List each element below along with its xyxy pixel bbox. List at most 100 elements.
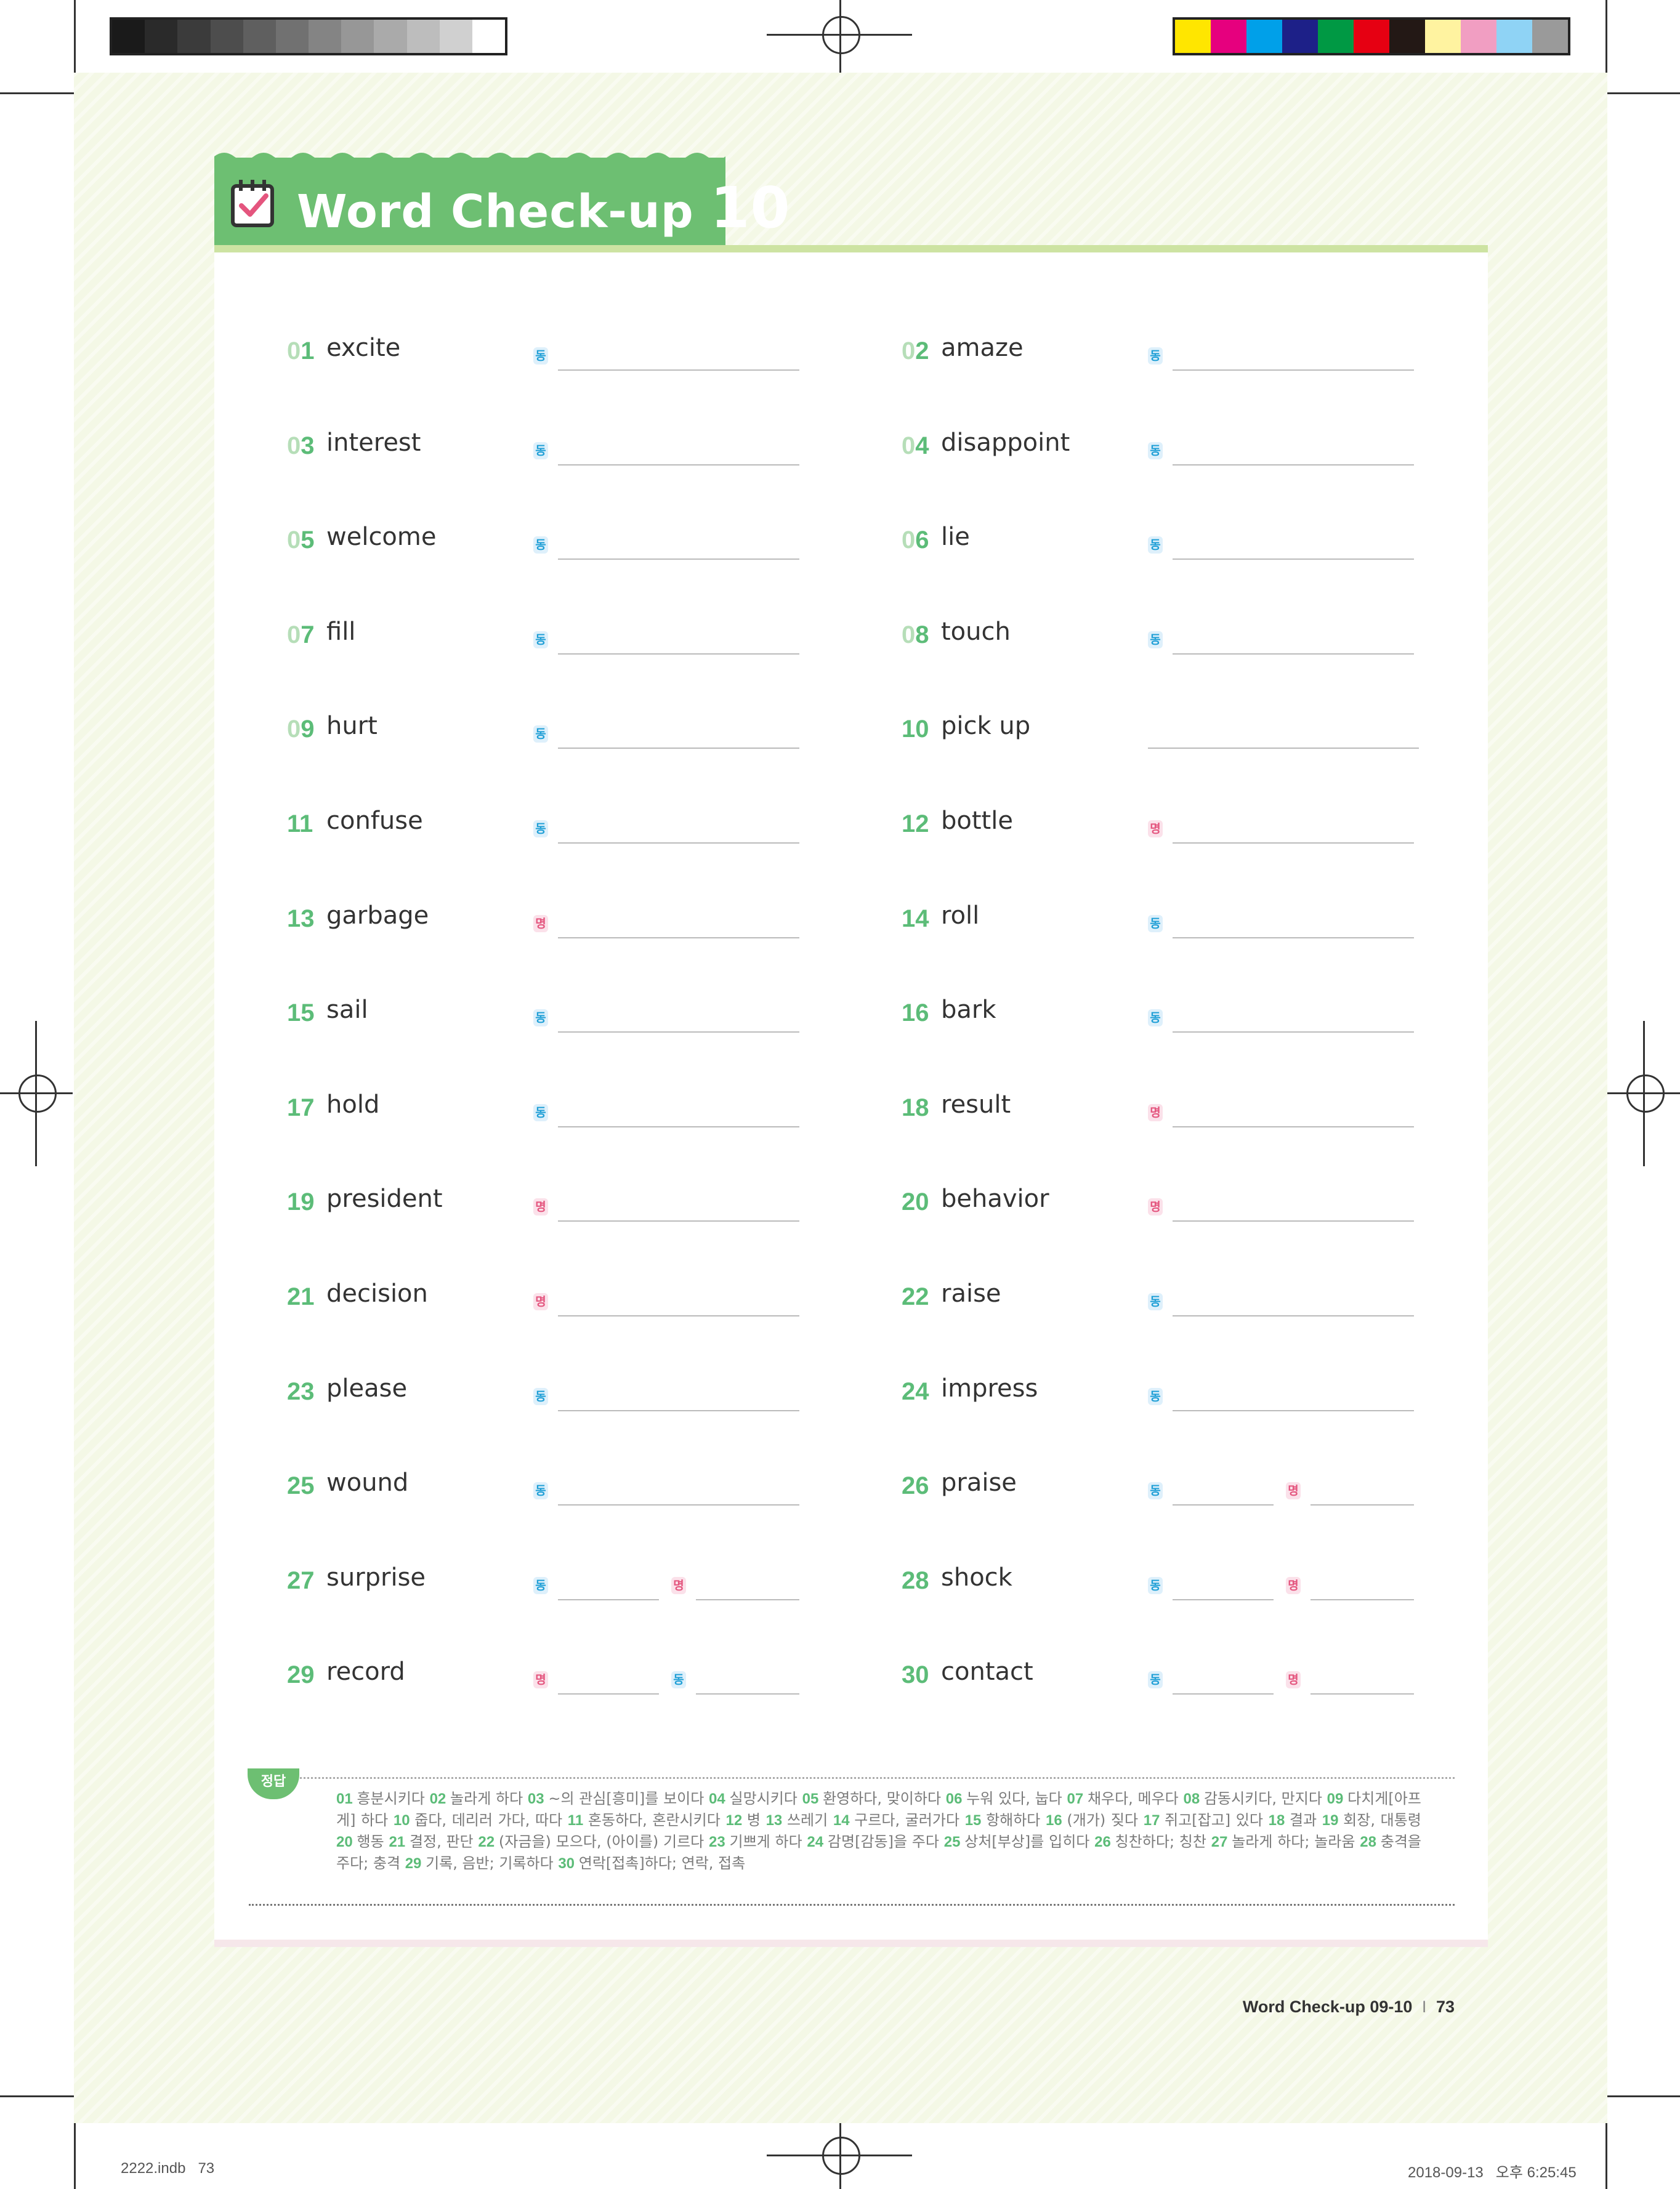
entry-word: wound bbox=[326, 1469, 409, 1497]
entry-word: amaze bbox=[941, 334, 1024, 362]
answer-item: 16 (개가) 짖다 bbox=[1046, 1812, 1139, 1829]
word-entry: 22 raise 동 bbox=[902, 1280, 1456, 1320]
answer-blank[interactable] bbox=[1173, 1031, 1414, 1033]
answer-item: 19 회장, 대통령 bbox=[1322, 1812, 1421, 1829]
answer-blank[interactable] bbox=[1148, 748, 1419, 749]
verb-badge: 동 bbox=[533, 347, 548, 365]
noun-badge: 명 bbox=[1286, 1577, 1301, 1594]
crop-mark bbox=[0, 92, 74, 94]
entry-number: 16 bbox=[902, 999, 929, 1026]
verb-badge: 동 bbox=[1148, 1009, 1163, 1026]
answer-blank[interactable] bbox=[1173, 369, 1414, 371]
entry-number: 19 bbox=[287, 1188, 315, 1215]
word-entry: 07 fill 동 bbox=[287, 618, 841, 658]
crop-mark bbox=[1607, 92, 1680, 94]
answer-blank[interactable] bbox=[1173, 1220, 1414, 1222]
entry-word: impress bbox=[941, 1374, 1038, 1403]
entry-word: disappoint bbox=[941, 429, 1070, 457]
answer-blank[interactable] bbox=[1173, 1410, 1414, 1411]
entry-number: 05 bbox=[287, 526, 315, 554]
answer-blank[interactable] bbox=[558, 1315, 799, 1316]
word-entry: 25 wound 동 bbox=[287, 1469, 841, 1509]
noun-badge: 명 bbox=[533, 915, 548, 932]
answer-blank[interactable] bbox=[558, 369, 799, 371]
answer-blank[interactable] bbox=[1310, 1599, 1414, 1600]
verb-badge: 동 bbox=[1148, 442, 1163, 459]
answer-blank[interactable] bbox=[1310, 1693, 1414, 1695]
entry-number: 15 bbox=[287, 999, 315, 1026]
answer-blank[interactable] bbox=[558, 937, 799, 938]
entry-number: 08 bbox=[902, 621, 929, 648]
entry-word: excite bbox=[326, 334, 401, 362]
verb-badge: 동 bbox=[533, 725, 548, 743]
entry-word: contact bbox=[941, 1658, 1033, 1686]
answer-blank[interactable] bbox=[558, 558, 799, 560]
answer-blank[interactable] bbox=[1173, 937, 1414, 938]
answer-blank[interactable] bbox=[1173, 842, 1414, 844]
word-entry: 04 disappoint 동 bbox=[902, 429, 1456, 469]
answer-blank[interactable] bbox=[1173, 1126, 1414, 1127]
answer-item: 17 쥐고[잡고] 있다 bbox=[1143, 1812, 1263, 1829]
verb-badge: 동 bbox=[1148, 1482, 1163, 1499]
answer-blank[interactable] bbox=[558, 1126, 799, 1127]
verb-badge: 동 bbox=[533, 442, 548, 459]
verb-badge: 동 bbox=[533, 820, 548, 837]
answer-blank[interactable] bbox=[696, 1599, 799, 1600]
word-entry: 18 result 명 bbox=[902, 1090, 1456, 1131]
exercise-card bbox=[214, 252, 1488, 1940]
noun-badge: 명 bbox=[1148, 1104, 1163, 1121]
answer-blank[interactable] bbox=[1173, 1599, 1274, 1600]
entry-word: touch bbox=[941, 618, 1011, 646]
answer-blank[interactable] bbox=[558, 1693, 659, 1695]
answer-blank[interactable] bbox=[696, 1693, 799, 1695]
answer-blank[interactable] bbox=[1173, 1693, 1274, 1695]
answer-blank[interactable] bbox=[1173, 464, 1414, 466]
answer-blank[interactable] bbox=[558, 1220, 799, 1222]
answer-blank[interactable] bbox=[558, 1599, 659, 1600]
answer-item: 03 ~의 관심[흥미]를 보이다 bbox=[527, 1790, 705, 1807]
crop-mark bbox=[74, 0, 76, 92]
answer-item: 08 감동시키다, 만지다 bbox=[1183, 1790, 1322, 1807]
answer-blank[interactable] bbox=[558, 1031, 799, 1033]
entry-number: 13 bbox=[287, 905, 315, 932]
word-entry: 21 decision 명 bbox=[287, 1280, 841, 1320]
slug-timestamp: 2018-09-13 오후 6:25:45 bbox=[1408, 2164, 1577, 2181]
verb-badge: 동 bbox=[533, 536, 548, 554]
entry-word: raise bbox=[941, 1280, 1001, 1308]
noun-badge: 명 bbox=[1148, 1198, 1163, 1215]
verb-badge: 동 bbox=[533, 1104, 548, 1121]
verb-badge: 동 bbox=[533, 1577, 548, 1594]
word-entry: 10 pick up bbox=[902, 712, 1456, 752]
answer-blank[interactable] bbox=[558, 1410, 799, 1411]
footer-label: Word Check-up 09-10 bbox=[1242, 1998, 1413, 2016]
word-entry: 03 interest 동 bbox=[287, 429, 841, 469]
entry-word: garbage bbox=[326, 901, 429, 930]
entry-number: 11 bbox=[287, 810, 313, 837]
answer-item: 15 항해하다 bbox=[964, 1812, 1041, 1829]
answer-blank[interactable] bbox=[558, 1504, 799, 1506]
verb-badge: 동 bbox=[533, 1482, 548, 1499]
entry-word: lie bbox=[941, 523, 970, 551]
answer-item: 22 (자금을) 모으다, (아이를) 기르다 bbox=[478, 1833, 705, 1850]
word-entry: 26 praise 동 명 bbox=[902, 1469, 1456, 1509]
answer-blank[interactable] bbox=[1173, 653, 1414, 655]
answer-blank[interactable] bbox=[558, 653, 799, 655]
entry-word: roll bbox=[941, 901, 980, 930]
answer-blank[interactable] bbox=[1173, 1315, 1414, 1316]
word-entry: 28 shock 동 명 bbox=[902, 1563, 1456, 1604]
answer-item: 14 구르다, 굴러가다 bbox=[833, 1812, 960, 1829]
answer-blank[interactable] bbox=[1310, 1504, 1414, 1506]
word-entry: 08 touch 동 bbox=[902, 618, 1456, 658]
verb-badge: 동 bbox=[533, 1388, 548, 1405]
answer-blank[interactable] bbox=[1173, 1504, 1274, 1506]
word-entry: 23 please 동 bbox=[287, 1374, 841, 1415]
entry-word: fill bbox=[326, 618, 356, 646]
answer-blank[interactable] bbox=[1173, 558, 1414, 560]
word-entry: 02 amaze 동 bbox=[902, 334, 1456, 374]
answer-blank[interactable] bbox=[558, 464, 799, 466]
word-entry: 06 lie 동 bbox=[902, 523, 1456, 563]
answer-blank[interactable] bbox=[558, 842, 799, 844]
verb-badge: 동 bbox=[1148, 915, 1163, 932]
answer-blank[interactable] bbox=[558, 748, 799, 749]
word-entry: 12 bottle 명 bbox=[902, 807, 1456, 847]
